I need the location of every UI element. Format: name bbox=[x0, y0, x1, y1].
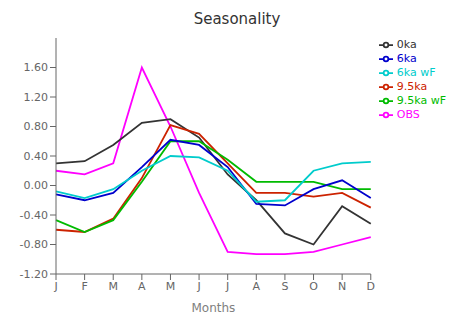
svg-text:0.00: 0.00 bbox=[24, 179, 49, 192]
html-text:9.5ka wF: 9.5ka wF bbox=[396, 94, 446, 107]
svg-text:J: J bbox=[53, 280, 57, 293]
svg-text:N: N bbox=[338, 280, 346, 293]
html-text:9.5ka: 9.5ka bbox=[396, 80, 428, 93]
svg-text:0.80: 0.80 bbox=[24, 120, 49, 133]
html-text:6ka: 6ka bbox=[396, 52, 417, 65]
svg-text:1.60: 1.60 bbox=[24, 61, 49, 74]
svg-text:A: A bbox=[253, 280, 261, 293]
svg-text:J: J bbox=[196, 280, 200, 293]
svg-text:A: A bbox=[138, 280, 146, 293]
svg-text:M: M bbox=[108, 280, 118, 293]
html-text:6ka wF: 6ka wF bbox=[396, 66, 436, 79]
svg-text:-1.20: -1.20 bbox=[20, 268, 48, 281]
svg-text:J: J bbox=[225, 280, 229, 293]
svg-text:S: S bbox=[281, 280, 288, 293]
svg-text:0.40: 0.40 bbox=[24, 150, 49, 163]
html-text:0ka: 0ka bbox=[396, 38, 417, 51]
html-text:OBS: OBS bbox=[396, 108, 420, 121]
svg-text:F: F bbox=[81, 280, 87, 293]
svg-text:M: M bbox=[166, 280, 176, 293]
svg-text:Months: Months bbox=[191, 301, 235, 315]
svg-text:D: D bbox=[367, 280, 375, 293]
svg-text:1.20: 1.20 bbox=[24, 91, 49, 104]
svg-text:O: O bbox=[309, 280, 318, 293]
html-text:Seasonality: Seasonality bbox=[193, 10, 281, 28]
svg-text:-0.40: -0.40 bbox=[20, 209, 48, 222]
svg-text:-0.80: -0.80 bbox=[20, 238, 48, 251]
